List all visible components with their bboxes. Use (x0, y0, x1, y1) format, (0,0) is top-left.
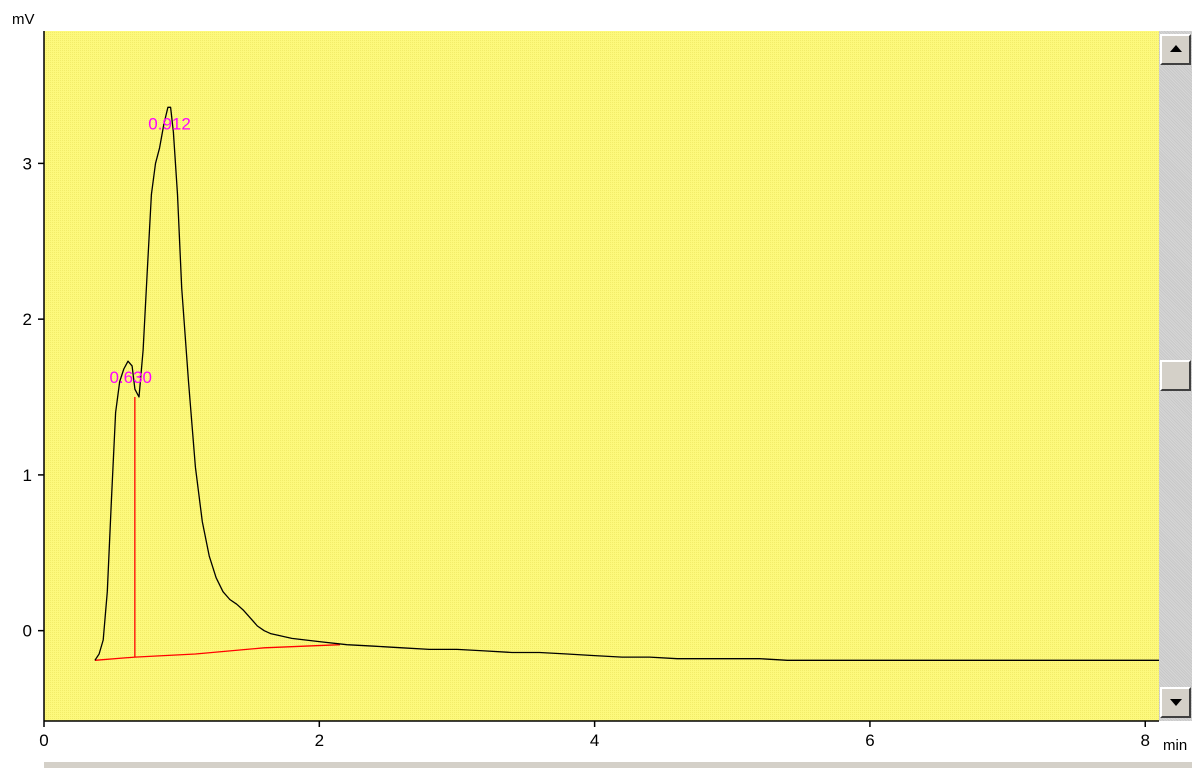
y-axis-ticks: 0 1 2 3 (23, 154, 44, 641)
arrow-down-icon (1170, 699, 1182, 706)
x-tick-label: 2 (315, 731, 324, 750)
arrow-up-icon (1170, 45, 1182, 52)
vertical-scrollbar[interactable] (1159, 31, 1192, 721)
x-tick-label: 0 (39, 731, 48, 750)
y-axis-unit-label: mV (12, 11, 35, 28)
scroll-thumb[interactable] (1160, 360, 1191, 391)
y-tick-label: 2 (23, 310, 32, 329)
peak-retention-label: 0.912 (148, 114, 191, 133)
integration-baseline (94, 644, 341, 661)
x-tick-label: 8 (1141, 731, 1150, 750)
x-tick-label: 6 (865, 731, 874, 750)
scroll-up-button[interactable] (1160, 34, 1191, 65)
y-tick-label: 1 (23, 466, 32, 485)
horizontal-scrollbar[interactable] (44, 761, 1192, 768)
x-tick-label: 4 (590, 731, 599, 750)
plot-area (44, 31, 1159, 721)
scroll-down-button[interactable] (1160, 687, 1191, 718)
y-tick-label: 0 (23, 622, 32, 641)
x-axis-ticks: 0 2 4 6 8 (39, 721, 1150, 750)
peak-retention-label: 0.630 (109, 368, 152, 387)
x-axis-unit-label: min (1163, 737, 1187, 754)
peak-labels: 0.630 0.912 (109, 114, 190, 387)
chromatogram-trace (94, 106, 1159, 661)
y-tick-label: 3 (23, 154, 32, 173)
